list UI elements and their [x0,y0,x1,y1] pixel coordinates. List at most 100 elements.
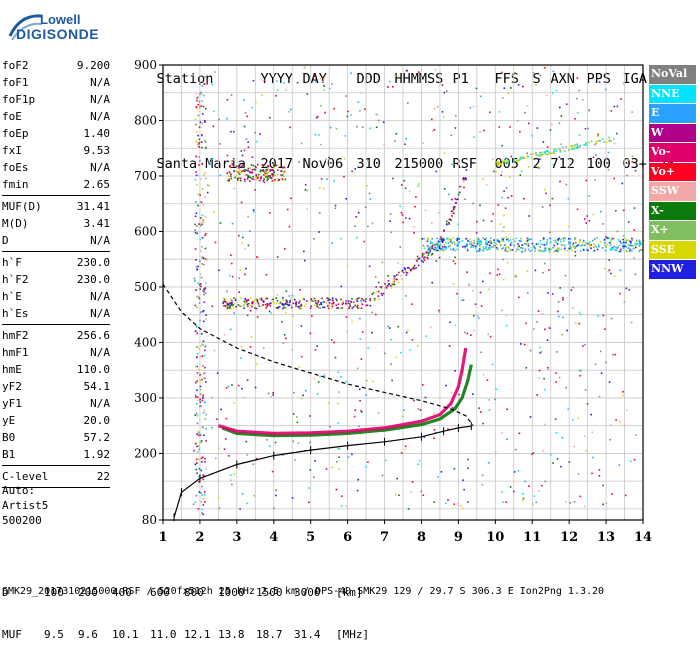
echo-point [225,387,228,389]
echo-point [560,240,562,243]
echo-point [272,394,274,396]
echo-point [359,317,361,320]
echo-point [392,177,394,180]
echo-point [465,245,468,248]
echo-point [569,245,571,248]
echo-point [537,249,540,252]
echo-point [331,83,333,85]
echo-point [555,150,558,152]
echo-point [243,307,245,309]
echo-point [615,249,617,251]
echo-point [288,110,290,113]
echo-point [368,295,371,297]
echo-point [204,491,206,493]
echo-point [260,297,263,300]
echo-point [530,157,533,159]
echo-point [346,265,349,268]
echo-point [558,376,561,379]
echo-point [452,248,455,250]
echo-point [570,289,573,291]
param-name: fmin [2,178,29,191]
echo-point [199,260,201,263]
echo-point [392,86,394,88]
echo-point [463,178,465,181]
echo-point [433,429,436,431]
echo-point [572,307,574,309]
echo-point [556,351,558,353]
echo-point [332,301,335,304]
echo-point [253,299,256,302]
echo-point [232,304,234,306]
param-name: hmF1 [2,346,29,359]
table-cell: 18.7 [256,628,283,641]
echo-point [362,299,365,302]
echo-point [568,461,571,463]
echo-point [204,501,206,503]
echo-point [624,494,627,497]
echo-point [585,142,587,144]
echo-point [341,495,343,497]
echo-point [636,239,638,242]
echo-point [242,236,244,239]
echo-point [272,175,274,177]
echo-point [291,497,294,499]
legend-item: Vo+ [649,162,696,181]
echo-point [418,257,421,260]
echo-point [558,122,561,124]
echo-point [335,460,338,463]
echo-point [260,177,262,180]
echo-point [601,247,604,249]
echo-point [501,237,503,240]
echo-point [442,237,444,240]
echo-point [559,287,561,289]
echo-point [573,147,575,150]
echo-point [227,385,230,388]
logo-swoosh-icon [8,14,43,41]
echo-point [622,241,625,244]
echo-point [609,242,612,244]
echo-point [496,274,499,276]
table-cell: 12.1 [184,628,211,641]
echo-point [198,223,200,225]
echo-point [392,277,395,279]
echo-point [633,229,636,231]
echo-point [463,331,466,334]
echo-point [462,479,464,481]
echo-point [527,243,530,245]
echo-point [276,256,279,258]
echo-point [437,476,439,478]
echo-point [267,392,270,395]
plot-frame [162,64,644,521]
echo-point [262,170,265,173]
echo-point [244,111,247,114]
param-name: C-level [2,470,49,483]
param-value: N/A [90,307,110,320]
echo-point [433,248,436,251]
echo-point [523,156,525,159]
echo-point [523,157,526,160]
echo-point [194,330,197,332]
echo-point [602,484,604,487]
echo-point [363,240,366,243]
echo-point [512,238,515,241]
echo-point [628,289,630,291]
echo-point [217,497,220,499]
echo-point [554,239,557,242]
echo-point [431,238,433,240]
echo-point [564,237,566,240]
echo-point [297,442,300,444]
param-row: h`Es N/A [2,305,110,322]
echo-point [560,143,562,146]
echo-point [244,273,246,276]
echo-point [198,491,201,493]
echo-point [613,245,615,248]
echo-point [395,356,398,359]
echo-point [604,88,607,91]
divider [2,195,110,196]
echo-point [333,180,335,182]
echo-point [555,381,557,383]
echo-point [597,243,600,246]
echo-point [621,242,623,244]
echo-point [405,138,407,140]
echo-point [228,274,231,277]
